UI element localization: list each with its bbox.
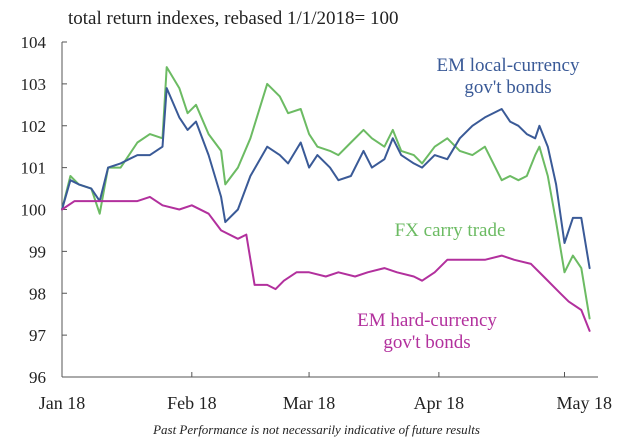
x-tick-label: Feb 18 bbox=[167, 393, 217, 413]
y-tick-label: 104 bbox=[21, 33, 47, 52]
x-tick-label: Jan 18 bbox=[39, 393, 86, 413]
series-lines bbox=[61, 66, 591, 332]
series-label-line: EM hard-currency bbox=[357, 310, 497, 331]
y-tick-label: 98 bbox=[29, 284, 46, 303]
y-tick-label: 99 bbox=[29, 242, 46, 261]
y-axis: 96 97 98 99 100 101 102 103 104 bbox=[21, 33, 67, 387]
series-label: EM hard-currency gov't bonds bbox=[357, 310, 497, 353]
y-tick-label: 100 bbox=[21, 201, 47, 220]
series-label-line: gov't bonds bbox=[383, 332, 470, 353]
y-tick-label: 96 bbox=[29, 368, 46, 387]
series-label: FX carry trade bbox=[395, 220, 506, 241]
footnote: Past Performance is not necessarily indi… bbox=[153, 422, 480, 437]
y-tick-label: 101 bbox=[21, 159, 47, 178]
chart-title: total return indexes, rebased 1/1/2018= … bbox=[68, 8, 398, 29]
y-tick-label: 97 bbox=[29, 326, 47, 345]
series-label-line: FX carry trade bbox=[395, 220, 506, 241]
series-label-line: EM local-currency bbox=[437, 55, 580, 76]
series-label: EM local-currency gov't bonds bbox=[437, 55, 580, 98]
x-axis: Jan 18 Feb 18 Mar 18 Apr 18 May 18 bbox=[39, 372, 612, 413]
y-tick-label: 102 bbox=[21, 117, 47, 136]
series-label-line: gov't bonds bbox=[464, 77, 551, 98]
x-tick-label: Apr 18 bbox=[414, 393, 465, 413]
x-tick-label: May 18 bbox=[557, 393, 613, 413]
x-tick-label: Mar 18 bbox=[283, 393, 336, 413]
line-chart: total return indexes, rebased 1/1/2018= … bbox=[21, 8, 613, 413]
series-line bbox=[61, 66, 591, 320]
series-line bbox=[61, 195, 591, 332]
y-tick-label: 103 bbox=[21, 75, 47, 94]
series-line bbox=[61, 87, 591, 270]
